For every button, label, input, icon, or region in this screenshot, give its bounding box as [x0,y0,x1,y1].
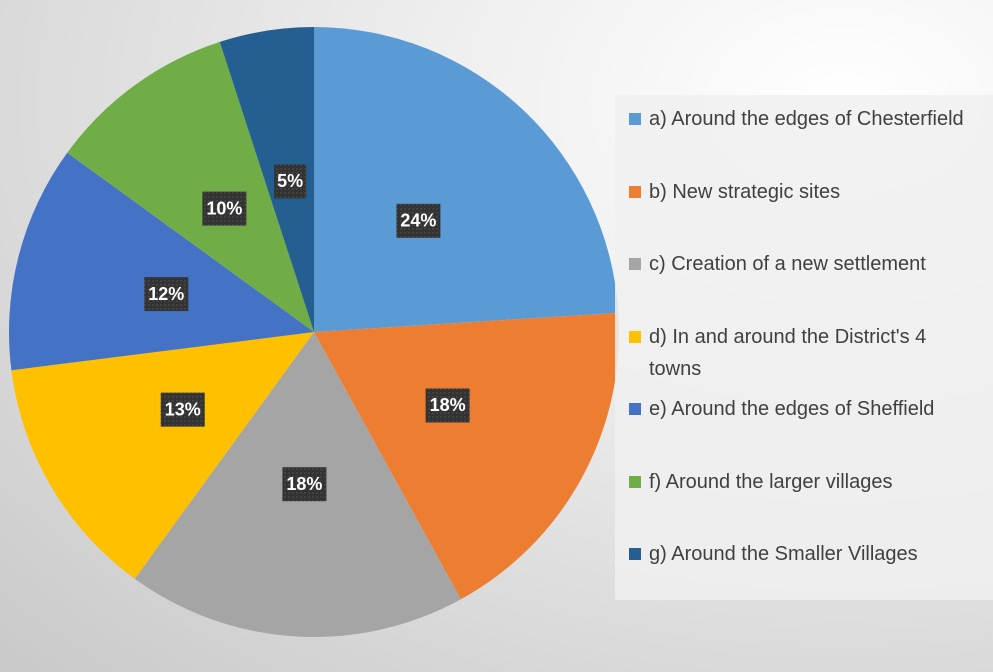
pie-slice [67,41,314,332]
data-label-box [274,164,307,199]
pie-slice [219,27,314,332]
legend-label: f) Around the larger villages [649,470,893,493]
data-label: 10% [206,198,242,218]
data-label: 18% [430,395,466,415]
legend-label: g) Around the Smaller Villages [649,543,918,565]
pie-slice [11,332,314,579]
legend-swatch [629,403,641,415]
legend-label: d) In and around the District's 4 towns [649,325,927,380]
legend-swatch [629,475,641,488]
data-label-box [160,392,205,427]
pie-slice [314,312,619,600]
data-label: 24% [400,211,436,231]
legend-item: d) In and around the District's 4 towns [629,321,989,385]
data-label-box [144,277,189,312]
data-label-box [425,388,470,423]
legend-swatch [629,548,641,560]
legend-swatch [629,185,641,198]
legend-label: e) Around the edges of Sheffield [649,398,935,420]
data-label-box [396,203,441,238]
legend: a) Around the edges of Chesterfield b) Ne… [615,95,993,600]
data-label: 12% [148,284,184,304]
legend-swatch [629,330,641,343]
legend-item: c) Creation of a new settlement [629,248,989,280]
pie-slice [314,27,619,332]
legend-item: b) New strategic sites [629,176,989,208]
legend-item: e) Around the edges of Sheffield [629,393,989,425]
data-label-box [282,467,327,502]
legend-swatch [629,258,641,270]
data-label: 13% [165,399,201,419]
data-label: 18% [286,474,322,494]
legend-item: g) Around the Smaller Villages [629,538,989,570]
data-label: 5% [277,171,303,191]
legend-label: b) New strategic sites [649,180,841,203]
pie-slice [9,152,315,371]
data-label-box [202,191,247,226]
legend-item: a) Around the edges of Chesterfield [629,103,989,135]
legend-label: a) Around the edges of Chesterfield [649,108,964,130]
legend-item: f) Around the larger villages [629,466,989,498]
legend-swatch [629,113,641,125]
legend-label: c) Creation of a new settlement [649,253,926,275]
